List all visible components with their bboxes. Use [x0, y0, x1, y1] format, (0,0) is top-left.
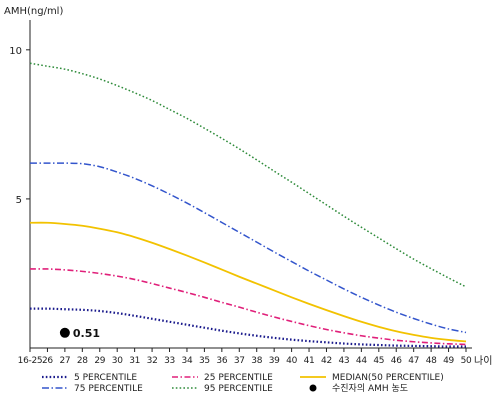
legend-label: 25 PERCENTILE — [204, 373, 273, 383]
y-tick-label: 5 — [16, 195, 22, 206]
x-tick-label: 49 — [443, 356, 454, 366]
x-tick-label: 42 — [321, 356, 332, 366]
patient-amh-value-label: 0.51 — [73, 327, 100, 340]
legend-item-75-percentile: 75 PERCENTILE — [42, 384, 143, 394]
x-tick-label: 47 — [408, 356, 419, 366]
legend-label: MEDIAN(50 PERCENTILE) — [332, 373, 444, 383]
x-tick-label: 40 — [286, 356, 297, 366]
x-tick-label: 44 — [356, 356, 367, 366]
series-line-75-percentile — [30, 162, 467, 334]
axes: 5 10 16-25 26 27 28 29 30 31 32 33 34 35 36 37 38 39 40 41… — [9, 20, 492, 367]
x-tick-label: 46 — [391, 356, 402, 366]
legend-label: 95 PERCENTILE — [204, 384, 273, 394]
x-tick-label: 37 — [234, 356, 245, 366]
x-tick-label: 27 — [59, 356, 70, 366]
x-tick-label: 50 — [461, 356, 472, 366]
x-axis-title: 나이 — [474, 355, 492, 367]
x-tick-label: 48 — [426, 356, 437, 366]
x-tick-label: 32 — [147, 356, 158, 366]
series-line-95-percentile — [29, 62, 467, 288]
legend-label: 5 PERCENTILE — [74, 373, 137, 383]
series-line-median-50-percentile — [29, 221, 467, 343]
legend-label: 수진자의 AMH 농도 — [332, 383, 408, 394]
series-line-25-percentile — [29, 268, 467, 346]
x-tick-label: 45 — [373, 356, 384, 366]
x-tick-label: 28 — [77, 356, 88, 366]
x-tick-label: 34 — [182, 356, 193, 366]
legend-item-amh: 수진자의 AMH 농도 — [309, 383, 408, 394]
data-points: 0.51 — [59, 327, 100, 340]
x-tick-label: 29 — [94, 356, 105, 366]
legend-swatch — [309, 384, 317, 392]
legend-item-25-percentile: 25 PERCENTILE — [172, 373, 273, 383]
x-tick-label: 16-25 — [18, 356, 43, 366]
legend-item-95-percentile: 95 PERCENTILE — [172, 384, 273, 394]
x-tick-label: 38 — [251, 356, 262, 366]
x-tick-label: 33 — [164, 356, 175, 366]
x-tick-label: 30 — [112, 356, 123, 366]
x-tick-label: 41 — [304, 356, 315, 366]
patient-amh-point — [59, 327, 70, 338]
y-tick-label: 10 — [9, 46, 22, 57]
x-tick-label: 31 — [129, 356, 140, 366]
series-lines — [29, 62, 467, 348]
legend-label: 75 PERCENTILE — [74, 384, 143, 394]
x-tick-label: 26 — [42, 356, 53, 366]
x-tick-label: 36 — [216, 356, 227, 366]
x-tick-label: 35 — [199, 356, 210, 366]
legend: 5 PERCENTILE 25 PERCENTILE MEDIAN(50 PERCE… — [42, 373, 444, 394]
legend-item-5-percentile: 5 PERCENTILE — [42, 373, 137, 383]
y-axis-title: AMH(ng/ml) — [4, 6, 63, 17]
legend-item-median-50-percentile: MEDIAN(50 PERCENTILE) — [300, 373, 444, 383]
x-tick-label: 43 — [338, 356, 349, 366]
x-tick-label: 39 — [269, 356, 280, 366]
